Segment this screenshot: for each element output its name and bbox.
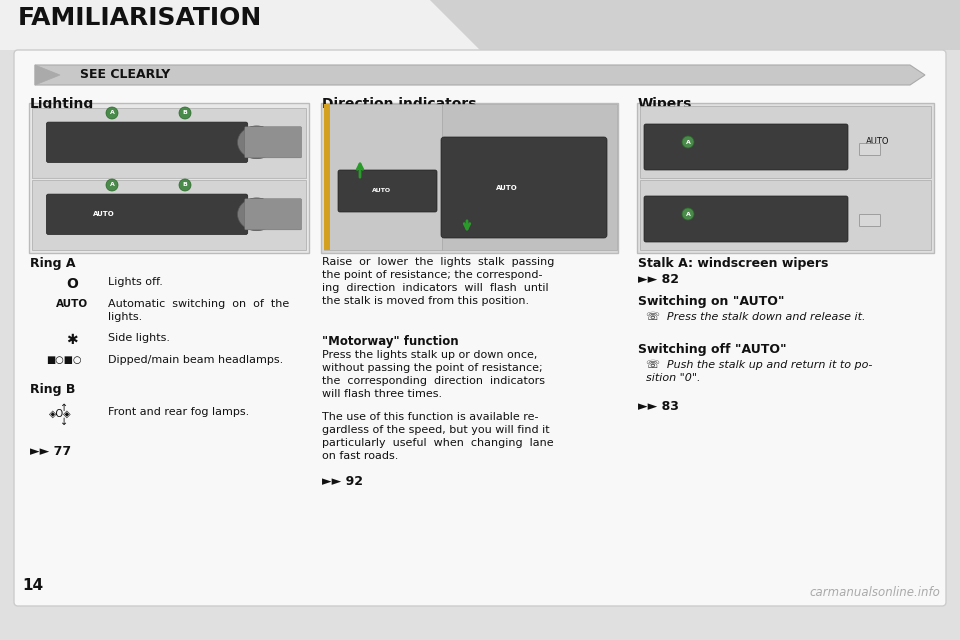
- Polygon shape: [0, 0, 480, 50]
- FancyBboxPatch shape: [324, 104, 330, 250]
- Text: AUTO: AUTO: [93, 211, 114, 218]
- FancyBboxPatch shape: [321, 103, 618, 253]
- Polygon shape: [35, 65, 60, 85]
- FancyBboxPatch shape: [245, 127, 301, 158]
- Text: Ring B: Ring B: [30, 383, 76, 396]
- FancyBboxPatch shape: [14, 50, 946, 606]
- Text: "Motorway" function: "Motorway" function: [322, 335, 459, 348]
- FancyBboxPatch shape: [640, 180, 931, 250]
- Circle shape: [179, 107, 191, 119]
- Text: FAMILIARISATION: FAMILIARISATION: [18, 6, 262, 30]
- Circle shape: [106, 179, 118, 191]
- Text: ☏  Press the stalk down and release it.: ☏ Press the stalk down and release it.: [646, 312, 866, 322]
- Text: B: B: [182, 111, 187, 115]
- Text: ◈O◈: ◈O◈: [49, 409, 71, 419]
- FancyBboxPatch shape: [644, 124, 848, 170]
- FancyBboxPatch shape: [245, 199, 301, 230]
- FancyBboxPatch shape: [441, 137, 607, 238]
- Text: AUTO: AUTO: [372, 189, 392, 193]
- Text: 14: 14: [22, 577, 43, 593]
- Circle shape: [682, 208, 694, 220]
- Text: ■○■○: ■○■○: [46, 355, 82, 365]
- FancyBboxPatch shape: [0, 0, 960, 50]
- Text: ►► 82: ►► 82: [638, 273, 679, 286]
- FancyBboxPatch shape: [637, 103, 934, 253]
- FancyBboxPatch shape: [859, 214, 880, 227]
- Text: Automatic  switching  on  of  the
lights.: Automatic switching on of the lights.: [108, 299, 289, 322]
- FancyBboxPatch shape: [640, 106, 931, 178]
- Text: A: A: [685, 211, 690, 216]
- Text: AUTO: AUTO: [866, 138, 890, 147]
- Text: ↓: ↓: [60, 417, 68, 427]
- Text: Side lights.: Side lights.: [108, 333, 170, 343]
- Text: O: O: [66, 277, 78, 291]
- Text: SEE CLEARLY: SEE CLEARLY: [80, 68, 170, 81]
- Text: carmanualsonline.info: carmanualsonline.info: [809, 586, 940, 598]
- Text: Ring A: Ring A: [30, 257, 76, 270]
- Text: ↑: ↑: [60, 403, 68, 413]
- Ellipse shape: [237, 198, 276, 230]
- Text: Front and rear fog lamps.: Front and rear fog lamps.: [108, 407, 250, 417]
- FancyBboxPatch shape: [46, 194, 248, 234]
- Text: Direction indicators: Direction indicators: [322, 97, 476, 111]
- Text: AUTO: AUTO: [496, 185, 517, 191]
- Text: The use of this function is available re-
gardless of the speed, but you will fi: The use of this function is available re…: [322, 412, 554, 461]
- Text: Switching on "AUTO": Switching on "AUTO": [638, 295, 784, 308]
- Polygon shape: [430, 0, 960, 50]
- Text: Switching off "AUTO": Switching off "AUTO": [638, 343, 786, 356]
- Ellipse shape: [237, 126, 276, 159]
- Text: Wipers: Wipers: [638, 97, 692, 111]
- Polygon shape: [35, 65, 925, 85]
- FancyBboxPatch shape: [644, 196, 848, 242]
- Circle shape: [106, 107, 118, 119]
- Text: Lights off.: Lights off.: [108, 277, 163, 287]
- Circle shape: [179, 179, 191, 191]
- Text: Raise  or  lower  the  lights  stalk  passing
the point of resistance; the corre: Raise or lower the lights stalk passing …: [322, 257, 554, 306]
- FancyBboxPatch shape: [32, 108, 306, 178]
- FancyBboxPatch shape: [32, 180, 306, 250]
- Text: ►► 77: ►► 77: [30, 445, 71, 458]
- Text: ✱: ✱: [66, 333, 78, 347]
- Text: Dipped/main beam headlamps.: Dipped/main beam headlamps.: [108, 355, 283, 365]
- FancyBboxPatch shape: [338, 170, 437, 212]
- FancyBboxPatch shape: [442, 104, 617, 250]
- FancyBboxPatch shape: [46, 122, 248, 163]
- Text: A: A: [685, 140, 690, 145]
- Text: ►► 92: ►► 92: [322, 475, 363, 488]
- Text: ☏  Push the stalk up and return it to po-
sition "0".: ☏ Push the stalk up and return it to po-…: [646, 360, 873, 383]
- Circle shape: [682, 136, 694, 148]
- FancyBboxPatch shape: [29, 103, 309, 253]
- Text: Lighting: Lighting: [30, 97, 94, 111]
- Text: B: B: [182, 182, 187, 188]
- Text: AUTO: AUTO: [56, 299, 88, 309]
- Text: A: A: [109, 182, 114, 188]
- Text: Press the lights stalk up or down once,
without passing the point of resistance;: Press the lights stalk up or down once, …: [322, 350, 545, 399]
- FancyBboxPatch shape: [859, 143, 880, 156]
- Text: A: A: [109, 111, 114, 115]
- Text: Stalk A: windscreen wipers: Stalk A: windscreen wipers: [638, 257, 828, 270]
- FancyBboxPatch shape: [324, 104, 442, 250]
- Text: ►► 83: ►► 83: [638, 400, 679, 413]
